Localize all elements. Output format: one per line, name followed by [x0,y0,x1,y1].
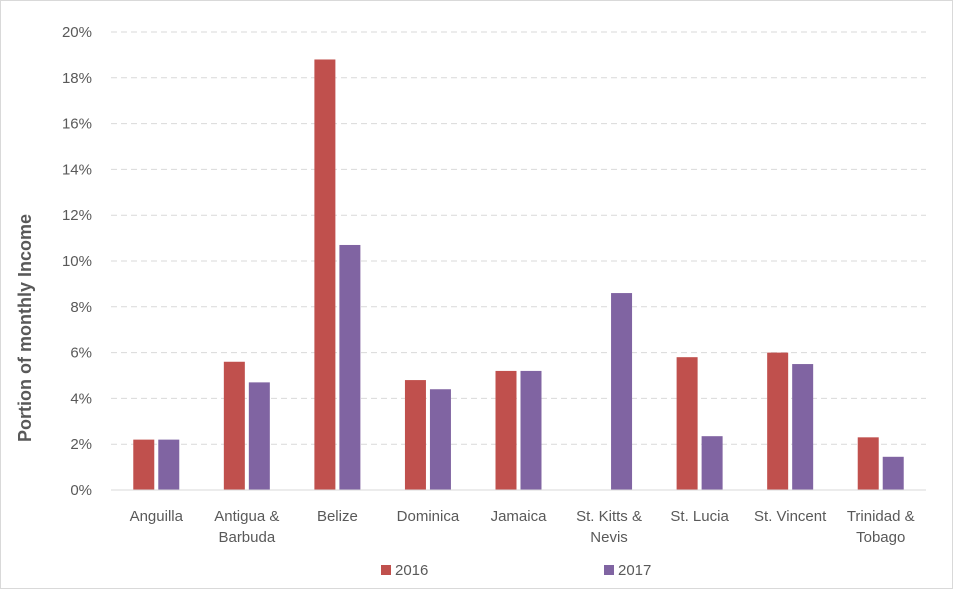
legend-label: 2017 [618,562,651,579]
bar-2017 [429,389,451,490]
x-tick-label: St. Vincent [754,508,827,525]
bar-2017 [248,382,270,490]
legend-swatch [604,565,614,575]
gridlines [111,31,926,445]
bar-2017 [158,439,180,490]
legend-swatch [381,565,391,575]
bars [133,59,904,490]
x-tick-label: Antigua & Barbuda [214,508,279,546]
x-tick-label: Dominica [397,508,460,525]
y-tick-label: 14% [62,161,92,178]
y-tick-label: 18% [62,70,92,87]
y-tick-label: 8% [70,299,92,316]
bar-2017 [611,293,633,490]
bar-2016 [495,370,517,490]
y-tick-label: 0% [70,482,92,499]
y-tick-label: 2% [70,436,92,453]
bar-2016 [223,361,245,490]
y-axis-title: Portion of monthly Income [15,214,35,442]
x-tick-label: Anguilla [130,508,184,525]
bar-2017 [520,370,542,490]
y-tick-label: 12% [62,207,92,224]
x-tick-label: St. Kitts & Nevis [576,508,642,546]
bar-2016 [133,439,155,490]
bar-2017 [792,364,814,490]
bar-2016 [314,59,336,490]
y-axis-ticks: 0% 2% 4% 6% 8% 10% 12% 14% 16% 18% 20% [62,24,92,499]
x-tick-label: Jamaica [491,508,548,525]
y-tick-label: 10% [62,253,92,270]
x-tick-label: St. Lucia [670,508,729,525]
y-tick-label: 4% [70,390,92,407]
y-tick-label: 6% [70,345,92,362]
bar-2017 [701,436,723,490]
bar-2017 [339,244,361,490]
legend: 2016 2017 [381,562,651,579]
x-tick-label: Trinidad & Tobago [847,508,915,546]
bar-2016 [676,357,698,490]
legend-label: 2016 [395,562,428,579]
x-tick-label: Belize [317,508,358,525]
y-tick-label: 20% [62,24,92,41]
bar-2017 [882,456,904,490]
bar-2016 [404,380,426,490]
x-axis-category-labels: Anguilla Antigua & Barbuda Belize Dominica Ja… [130,508,915,546]
bar-2016 [857,437,879,490]
y-tick-label: 16% [62,116,92,133]
bar-2016 [767,352,789,490]
